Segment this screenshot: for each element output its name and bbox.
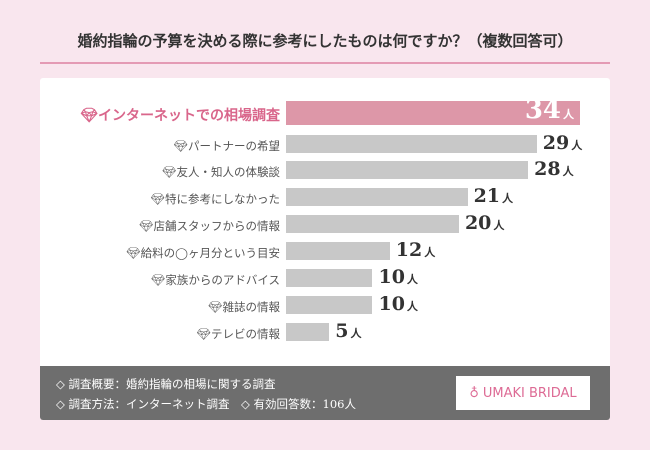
value-unit: 人	[406, 273, 418, 286]
value-number: 20	[464, 212, 492, 234]
value-number: 5	[335, 320, 349, 342]
bar-label: 💎︎友人・知人の体験談	[162, 164, 280, 180]
category-label: 給料の◯ヶ月分という目安	[140, 245, 280, 260]
value-number: 29	[542, 132, 570, 154]
value-label: 34 人	[525, 95, 574, 125]
bar	[286, 323, 330, 341]
value-number: 12	[395, 239, 423, 261]
bar-label: 💎︎特に参考にしなかった	[150, 191, 280, 207]
category-label: 友人・知人の体験談	[176, 164, 281, 179]
bar	[286, 269, 373, 287]
value-unit: 人	[406, 300, 418, 313]
value-unit: 人	[493, 219, 505, 232]
bar	[286, 242, 390, 260]
survey-footer: ◇ 調査概要：婚約指輪の相場に関する調査 ◇ 調査方法：インターネット調査 ◇ …	[40, 366, 610, 420]
value-number: 10	[378, 293, 405, 315]
bar	[286, 296, 373, 314]
bar-label: 💎︎雑誌の情報	[208, 299, 280, 315]
title-divider	[40, 62, 610, 64]
diamond-icon: 💎︎	[126, 245, 141, 260]
bar-row: 💎︎店舗スタッフからの情報 20 人	[40, 212, 610, 234]
bar-row: 💎︎パートナーの希望 29 人	[40, 132, 610, 154]
bar	[286, 215, 459, 233]
bar-row: 💎︎友人・知人の体験談 28 人	[40, 158, 610, 180]
bar-row: 💎︎家族からのアドバイス 10 人	[40, 266, 610, 288]
bar	[286, 101, 580, 125]
bar	[286, 135, 537, 153]
diamond-icon: 💎︎	[161, 164, 177, 179]
diamond-icon: 💎︎	[173, 138, 188, 153]
chart-card: 💎︎インターネットでの相場調査 34 人 💎︎パートナーの希望 29 人 💎︎友人・知人…	[40, 78, 610, 420]
value-label: 28 人	[534, 158, 573, 180]
chart-title: 婚約指輪の予算を決める際に参考にしたものは何ですか？（複数回答可）	[77, 32, 573, 50]
logo-text: UMAKI BRIDAL	[482, 385, 577, 401]
category-label: インターネットでの相場調査	[98, 108, 280, 124]
category-label: パートナーの希望	[188, 138, 280, 153]
bar-label: 💎︎給料の◯ヶ月分という目安	[126, 245, 280, 261]
value-label: 29 人	[543, 132, 582, 154]
ring-icon: ♁	[469, 385, 479, 401]
value-label: 10 人	[378, 266, 417, 288]
value-number: 21	[473, 185, 501, 207]
bar	[286, 161, 529, 179]
brand-logo: ♁ UMAKI BRIDAL	[456, 376, 590, 410]
category-label: 家族からのアドバイス	[165, 272, 280, 287]
value-unit: 人	[563, 108, 574, 121]
value-unit: 人	[571, 139, 583, 152]
bar-label: 💎︎パートナーの希望	[173, 138, 280, 154]
value-unit: 人	[562, 165, 574, 178]
value-label: 12 人	[396, 239, 435, 261]
bar-label: 💎︎テレビの情報	[196, 326, 280, 342]
bar-row: 💎︎給料の◯ヶ月分という目安 12 人	[40, 239, 610, 261]
diamond-icon: 💎︎	[150, 191, 165, 206]
bar-label: 💎︎店舗スタッフからの情報	[139, 218, 280, 234]
bar-row: 💎︎特に参考にしなかった 21 人	[40, 185, 610, 207]
diamond-icon: 💎︎	[150, 272, 166, 287]
bar-row: 💎︎雑誌の情報 10 人	[40, 293, 610, 315]
bar	[286, 188, 468, 206]
value-number: 34	[524, 95, 561, 125]
diamond-icon: 💎︎	[196, 326, 211, 341]
value-label: 10 人	[378, 293, 417, 315]
bar-label: 💎︎インターネットでの相場調査	[80, 105, 280, 125]
value-label: 20 人	[465, 212, 504, 234]
value-number: 10	[378, 266, 405, 288]
value-unit: 人	[502, 192, 514, 205]
value-unit: 人	[350, 327, 362, 340]
bar-row: 💎︎インターネットでの相場調査 34 人	[40, 95, 610, 125]
value-number: 28	[534, 158, 561, 180]
survey-method: ◇ 調査方法：インターネット調査 ◇ 有効回答数：106人	[56, 397, 356, 411]
value-label: 21 人	[474, 185, 513, 207]
diamond-icon: 💎︎	[138, 218, 154, 233]
category-label: 店舗スタッフからの情報	[153, 218, 281, 233]
diamond-icon: 💎︎	[80, 108, 98, 124]
category-label: テレビの情報	[211, 326, 280, 341]
diamond-icon: 💎︎	[207, 299, 223, 314]
category-label: 特に参考にしなかった	[165, 191, 280, 206]
value-unit: 人	[424, 246, 436, 259]
bar-label: 💎︎家族からのアドバイス	[151, 272, 280, 288]
category-label: 雑誌の情報	[222, 299, 281, 314]
survey-overview: ◇ 調査概要：婚約指輪の相場に関する調査	[56, 377, 276, 391]
